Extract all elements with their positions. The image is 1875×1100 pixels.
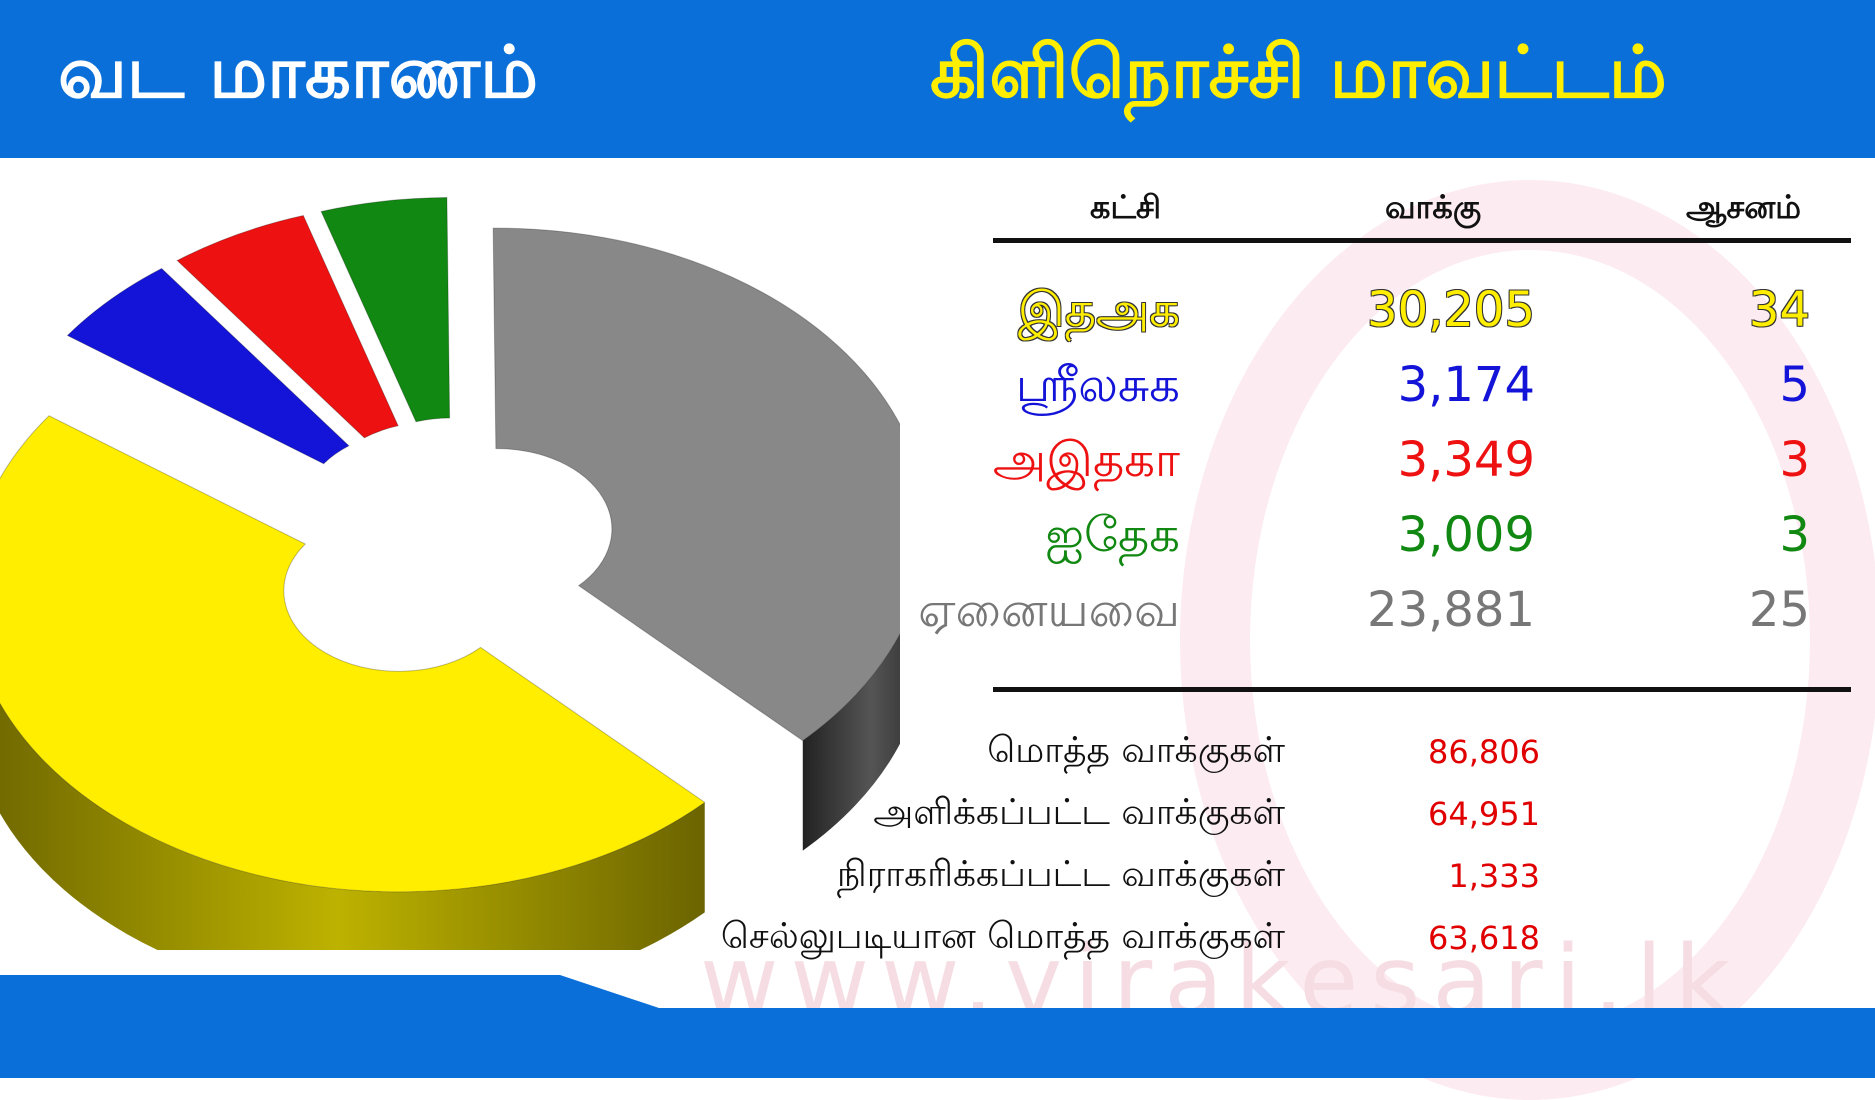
stat-value: 63,618 — [1428, 919, 1540, 957]
column-header-seats: ஆசனம் — [1686, 188, 1801, 226]
pie-slice-top — [492, 227, 900, 742]
pie-slice-top — [320, 197, 451, 423]
column-header-party: கட்சி — [1090, 188, 1161, 226]
pie-slice-top — [66, 267, 350, 465]
pie-slice-4 — [492, 227, 900, 851]
donut-chart — [0, 197, 900, 950]
pie-slice-3 — [320, 197, 451, 423]
party-seats: 3 — [1779, 507, 1810, 563]
stat-value: 86,806 — [1428, 733, 1540, 771]
pie-slice-side — [802, 633, 900, 851]
stat-value: 1,333 — [1448, 857, 1540, 895]
stat-label: நிராகரிக்கப்பட்ட வாக்குகள் — [836, 854, 1285, 895]
party-seats: 25 — [1748, 582, 1810, 638]
party-name: இதஅக — [1018, 282, 1180, 338]
stat-label: அளிக்கப்பட்ட வாக்குகள் — [873, 792, 1285, 833]
stat-label: செல்லுபடியான மொத்த வாக்குகள் — [720, 916, 1285, 957]
party-votes: 3,174 — [1397, 357, 1535, 413]
pie-slice-top — [176, 214, 399, 439]
party-votes: 3,349 — [1397, 432, 1535, 488]
party-votes: 23,881 — [1367, 582, 1535, 638]
header-rule — [993, 238, 1851, 243]
pie-slice-2 — [176, 214, 399, 439]
party-name: அஇதகா — [992, 432, 1180, 488]
pie-slice-top — [0, 415, 706, 893]
party-votes: 3,009 — [1397, 507, 1535, 563]
pie-slice-1 — [66, 267, 350, 465]
district-title: கிளிநொச்சி மாவட்டம் — [930, 30, 1667, 114]
party-seats: 5 — [1779, 357, 1810, 413]
stat-value: 64,951 — [1428, 795, 1540, 833]
footer-rule — [993, 687, 1851, 692]
header-banner: வட மாகாணம் கிளிநொச்சி மாவட்டம் — [0, 0, 1875, 158]
party-seats: 34 — [1748, 282, 1810, 338]
stat-label: மொத்த வாக்குகள் — [987, 730, 1285, 771]
column-header-votes: வாக்கு — [1385, 188, 1482, 226]
pie-slice-side — [0, 703, 705, 950]
party-name: ஐதேக — [1045, 507, 1180, 563]
party-seats: 3 — [1779, 432, 1810, 488]
party-name: ஸ்ரீலசுக — [1015, 357, 1180, 413]
party-name: ஏனையவை — [918, 582, 1180, 638]
province-title: வட மாகாணம் — [58, 30, 539, 114]
pie-slice-0 — [0, 415, 706, 950]
footer-band — [0, 1008, 1875, 1078]
party-votes: 30,205 — [1367, 282, 1535, 338]
